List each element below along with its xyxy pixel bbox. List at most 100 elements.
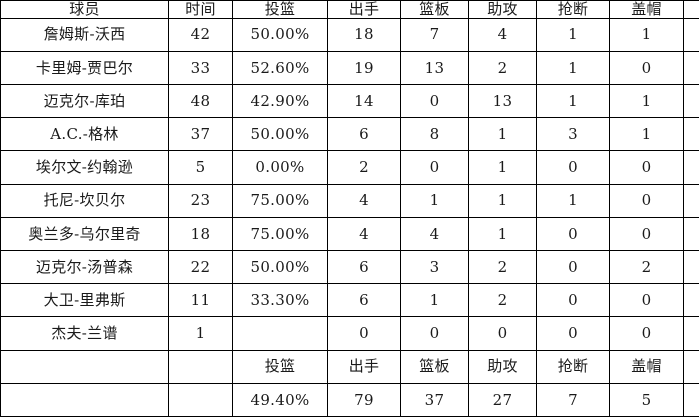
stat-blocks: 1 — [609, 17, 684, 52]
stat-steals: 1 — [536, 17, 610, 52]
stat-blocks: 0 — [609, 183, 684, 218]
stat-assists: 1 — [468, 150, 537, 185]
stat-assists: 0 — [468, 316, 537, 351]
player-name: 杰夫-兰谱 — [0, 316, 169, 351]
stat-blocks: 0 — [609, 283, 684, 318]
stat-minutes: 37 — [168, 117, 233, 152]
stat-assists: 1 — [468, 216, 537, 251]
stat-points: 0 — [683, 316, 699, 351]
totals-header-blocks: 盖帽 — [609, 349, 684, 384]
stat-blocks: 0 — [609, 216, 684, 251]
stat-blocks: 0 — [609, 150, 684, 185]
stat-fga: 2 — [327, 150, 401, 185]
stat-rebounds: 1 — [400, 183, 469, 218]
player-name: 奥兰多-乌尔里奇 — [0, 216, 169, 251]
stat-rebounds: 4 — [400, 216, 469, 251]
stat-rebounds: 8 — [400, 117, 469, 152]
stat-fga: 6 — [327, 117, 401, 152]
stat-fg-percent: 0.00% — [232, 150, 328, 185]
stat-rebounds: 7 — [400, 17, 469, 52]
player-name: 大卫-里弗斯 — [0, 283, 169, 318]
totals-header-fga: 出手 — [327, 349, 401, 384]
stat-minutes: 11 — [168, 283, 233, 318]
stat-assists: 2 — [468, 249, 537, 285]
totals-header-steals: 抢断 — [536, 349, 610, 384]
stat-assists: 13 — [468, 83, 537, 119]
table-row: 奥兰多-乌尔里奇 18 75.00% 4 4 1 0 0 9 — [0, 216, 699, 251]
stat-rebounds: 0 — [400, 316, 469, 351]
total-fga: 79 — [327, 382, 401, 417]
totals-player-empty — [0, 382, 169, 417]
stat-fg-percent: 50.00% — [232, 249, 328, 285]
stat-fga: 18 — [327, 17, 401, 52]
table-row: 卡里姆-贾巴尔 33 52.60% 19 13 2 1 0 24 — [0, 50, 699, 85]
stat-steals: 0 — [536, 249, 610, 285]
stat-fg-percent: 33.30% — [232, 283, 328, 318]
stat-steals: 1 — [536, 50, 610, 85]
stat-steals: 0 — [536, 283, 610, 318]
totals-header-assists: 助攻 — [468, 349, 537, 384]
stat-fg-percent — [232, 316, 328, 351]
stat-fg-percent: 75.00% — [232, 216, 328, 251]
stat-points: 0 — [683, 150, 699, 185]
column-header-fg-percent: 投篮 — [232, 0, 328, 19]
stat-fga: 14 — [327, 83, 401, 119]
totals-header-player-empty — [0, 349, 169, 384]
stat-blocks: 0 — [609, 316, 684, 351]
stat-blocks: 1 — [609, 83, 684, 119]
column-header-fga: 出手 — [327, 0, 401, 19]
stat-fga: 4 — [327, 183, 401, 218]
player-name: 托尼-坎贝尔 — [0, 183, 169, 218]
stat-steals: 1 — [536, 83, 610, 119]
stat-steals: 0 — [536, 150, 610, 185]
stat-fg-percent: 75.00% — [232, 183, 328, 218]
player-name: 詹姆斯-沃西 — [0, 17, 169, 52]
stat-fga: 6 — [327, 283, 401, 318]
totals-header-points: 得分 — [683, 349, 699, 384]
stat-points: 8 — [683, 249, 699, 285]
table-row: 大卫-里弗斯 11 33.30% 6 1 2 0 0 6 — [0, 283, 699, 318]
stat-steals: 0 — [536, 316, 610, 351]
stat-fg-percent: 50.00% — [232, 17, 328, 52]
table-header-row: 球员 时间 投篮 出手 篮板 助攻 抢断 盖帽 得分 — [0, 0, 699, 19]
stat-points: 26 — [683, 17, 699, 52]
totals-header-minutes-empty — [168, 349, 233, 384]
stat-minutes: 1 — [168, 316, 233, 351]
total-steals: 7 — [536, 382, 610, 417]
player-name: 迈克尔-库珀 — [0, 83, 169, 119]
table-row: 迈克尔-库珀 48 42.90% 14 0 13 1 1 15 — [0, 83, 699, 119]
table-row: 詹姆斯-沃西 42 50.00% 18 7 4 1 1 26 — [0, 17, 699, 52]
stat-fga: 19 — [327, 50, 401, 85]
stat-steals: 3 — [536, 117, 610, 152]
player-name: A.C.-格林 — [0, 117, 169, 152]
table-row: A.C.-格林 37 50.00% 6 8 1 3 1 11 — [0, 117, 699, 152]
stat-minutes: 42 — [168, 17, 233, 52]
stat-rebounds: 1 — [400, 283, 469, 318]
player-name: 埃尔文-约翰逊 — [0, 150, 169, 185]
stat-rebounds: 0 — [400, 83, 469, 119]
stat-rebounds: 3 — [400, 249, 469, 285]
table-row: 托尼-坎贝尔 23 75.00% 4 1 1 1 0 11 — [0, 183, 699, 218]
stat-blocks: 1 — [609, 117, 684, 152]
stat-assists: 1 — [468, 117, 537, 152]
stat-steals: 0 — [536, 216, 610, 251]
column-header-minutes: 时间 — [168, 0, 233, 19]
stat-fga: 4 — [327, 216, 401, 251]
column-header-blocks: 盖帽 — [609, 0, 684, 19]
totals-header-row: 投篮 出手 篮板 助攻 抢断 盖帽 得分 — [0, 349, 699, 384]
stat-fga: 0 — [327, 316, 401, 351]
stat-points: 24 — [683, 50, 699, 85]
column-header-points: 得分 — [683, 0, 699, 19]
stat-assists: 2 — [468, 50, 537, 85]
totals-header-fg-percent: 投篮 — [232, 349, 328, 384]
stat-points: 11 — [683, 183, 699, 218]
stat-points: 9 — [683, 216, 699, 251]
stat-minutes: 48 — [168, 83, 233, 119]
total-assists: 27 — [468, 382, 537, 417]
stat-assists: 1 — [468, 183, 537, 218]
stat-rebounds: 0 — [400, 150, 469, 185]
total-blocks: 5 — [609, 382, 684, 417]
stat-minutes: 23 — [168, 183, 233, 218]
stat-blocks: 0 — [609, 50, 684, 85]
